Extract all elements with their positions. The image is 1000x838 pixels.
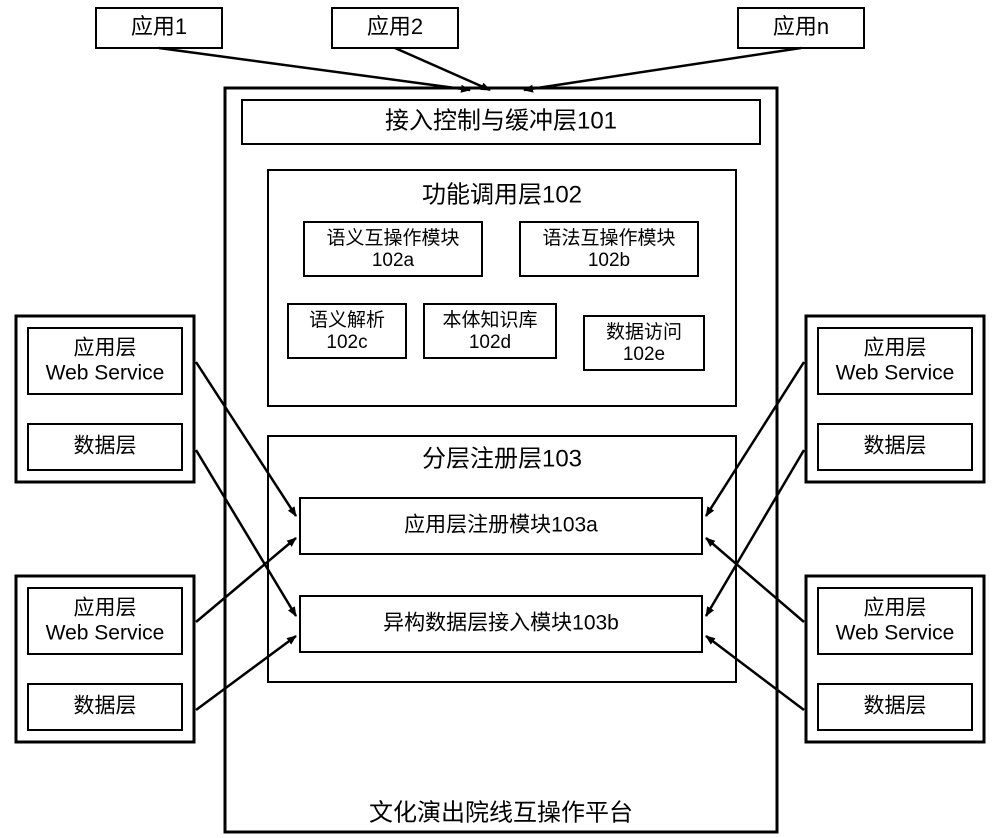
layer-102d-line2: 102d — [469, 332, 511, 353]
side-left_bot-data-label: 数据层 — [74, 695, 137, 718]
side-left_bot-app-line1: 应用层 — [74, 597, 137, 620]
side-right_top-app-line2: Web Service — [836, 362, 955, 385]
arrow — [159, 48, 470, 90]
architecture-diagram: 应用1 应用2 应用n 文化演出院线互操作平台 接入控制与缓冲层101 功能调用… — [0, 0, 1000, 838]
arrow — [395, 48, 490, 90]
app-2-box: 应用2 — [332, 8, 458, 48]
side-left_top-app-line1: 应用层 — [74, 337, 137, 360]
layer-102a-line2: 102a — [372, 250, 415, 271]
layer-102d-line1: 本体知识库 — [442, 309, 537, 331]
layer-102e-line1: 数据访问 — [606, 321, 682, 343]
side-left_top-app-line2: Web Service — [46, 362, 165, 385]
layer-102b-line1: 语法互操作模块 — [542, 227, 675, 249]
side-left_bot-app-line2: Web Service — [46, 622, 165, 645]
layer-102e-line2: 102e — [623, 344, 665, 365]
layer-102b-line2: 102b — [588, 250, 630, 271]
app-1-label: 应用1 — [131, 14, 187, 39]
app-n-label: 应用n — [773, 14, 829, 39]
layer-102-title: 功能调用层102 — [422, 181, 582, 208]
side-left_top-data-label: 数据层 — [74, 435, 137, 458]
layer-102c-line1: 语义解析 — [309, 309, 385, 331]
layer-103b-label: 异构数据层接入模块103b — [383, 612, 619, 635]
app-n-box: 应用n — [738, 8, 864, 48]
side-right_top-data-label: 数据层 — [864, 435, 927, 458]
app-1-box: 应用1 — [96, 8, 222, 48]
side-right_bot-data-label: 数据层 — [864, 695, 927, 718]
platform-title: 文化演出院线互操作平台 — [369, 799, 633, 826]
layer-103-title: 分层注册层103 — [422, 445, 582, 472]
side-right_top-app-line1: 应用层 — [864, 337, 927, 360]
layer-101-label: 接入控制与缓冲层101 — [385, 107, 617, 134]
side-right_bot-app-line1: 应用层 — [864, 597, 927, 620]
layer-102c-line2: 102c — [326, 332, 367, 353]
layer-102a-line1: 语义互操作模块 — [326, 227, 459, 249]
layer-103a-label: 应用层注册模块103a — [404, 514, 598, 537]
arrow — [524, 48, 801, 90]
side-right_bot-app-line2: Web Service — [836, 622, 955, 645]
app-2-label: 应用2 — [367, 14, 423, 39]
